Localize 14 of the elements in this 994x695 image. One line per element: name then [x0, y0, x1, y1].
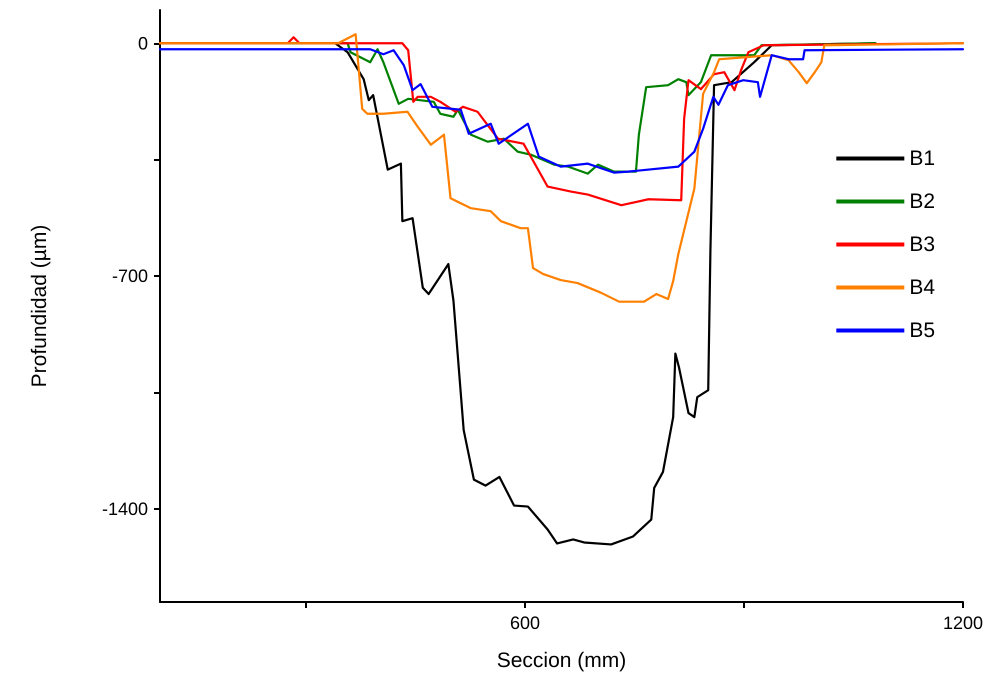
legend-label: B5 — [909, 319, 935, 342]
x-tick-label: 600 — [510, 613, 540, 633]
y-tick-label: -1400 — [102, 498, 148, 519]
legend-label: B4 — [909, 276, 936, 299]
legend-label: B3 — [909, 233, 935, 256]
y-tick-label: 0 — [138, 33, 148, 54]
y-tick-label: -700 — [112, 266, 148, 286]
legend-label: B2 — [909, 190, 935, 213]
legend-label: B1 — [909, 147, 935, 170]
x-axis-title: Seccion (mm) — [496, 649, 626, 672]
y-axis-title: Profundidad (µm) — [28, 224, 51, 388]
line-series — [158, 48, 964, 174]
line-series — [158, 33, 964, 303]
x-tick-label: 1200 — [942, 613, 983, 633]
